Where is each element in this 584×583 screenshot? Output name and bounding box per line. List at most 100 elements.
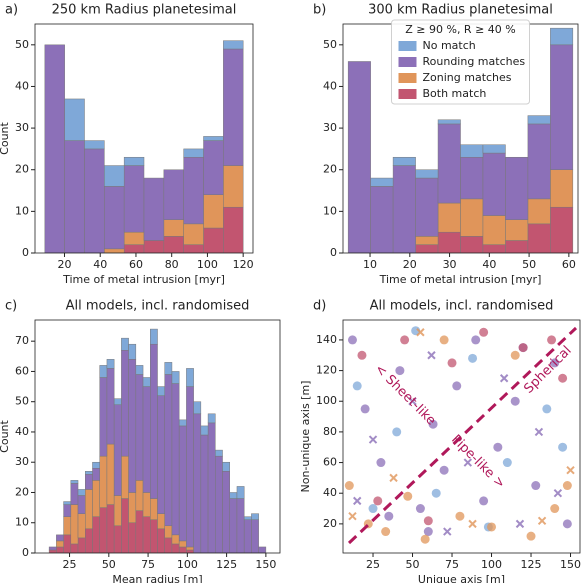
circle-point (455, 511, 465, 521)
bar-segment (99, 377, 108, 457)
circle-point (403, 491, 413, 501)
panel-title: 300 km Radius planetesimal (368, 3, 553, 18)
bar-segment (44, 44, 65, 253)
bar-segment (123, 156, 145, 166)
legend-swatch (398, 89, 417, 99)
plot-area (44, 40, 244, 253)
bar-segment (85, 528, 93, 553)
bar-segment (135, 365, 144, 375)
x-axis-label: Mean radius [m] (112, 573, 202, 583)
bar-segment (70, 483, 79, 505)
circle-point (562, 481, 572, 491)
bar-segment (92, 480, 100, 517)
bar-segment (77, 513, 86, 539)
bar-segment (193, 401, 202, 415)
plot-area (347, 27, 574, 253)
panel-label: c) (5, 299, 17, 314)
bar-segment (178, 425, 187, 542)
bar-segment (106, 359, 115, 369)
circle-point (468, 353, 478, 363)
panel-label: a) (5, 3, 18, 18)
bar-segment (63, 534, 72, 553)
bar-segment (183, 148, 204, 158)
panel-title: 250 km Radius planetesimal (52, 3, 237, 18)
bar-segment (48, 549, 57, 553)
bar-segment (143, 240, 165, 253)
circle-point (518, 343, 528, 353)
circle-point (510, 396, 520, 406)
cross-point (408, 397, 417, 406)
legend-swatch (398, 41, 417, 51)
cross-point (348, 512, 357, 521)
bar-segment (482, 215, 506, 245)
bar-segment (550, 169, 574, 208)
bar-segment (77, 495, 86, 514)
circle-point (428, 419, 438, 429)
y-tick-label: 0 (22, 546, 29, 559)
bar-segment (215, 455, 223, 553)
bar-segment (243, 516, 252, 520)
bar-segment (527, 198, 551, 225)
bar-segment (347, 61, 371, 253)
bar-segment (415, 177, 439, 237)
circle-point (471, 335, 481, 345)
legend-swatch (398, 57, 417, 67)
x-tick-label: 125 (216, 558, 237, 571)
circle-point (550, 358, 560, 368)
bar-segment (215, 449, 223, 457)
bar-segment (128, 359, 137, 493)
bar-segment (236, 498, 245, 553)
bar-segment (63, 504, 72, 517)
circle-point (373, 496, 383, 506)
circle-point (395, 366, 405, 376)
cross-point (368, 435, 378, 444)
y-tick-label: 40 (323, 486, 337, 499)
bar-segment (143, 177, 165, 241)
circle-point (487, 522, 497, 532)
cross-point (515, 519, 525, 529)
circle-point (423, 527, 433, 537)
circle-point (558, 442, 568, 452)
x-tick-label: 150 (560, 558, 581, 571)
y-tick-label: 50 (15, 395, 29, 408)
bar-segment (171, 371, 180, 384)
circle-point (502, 458, 512, 468)
bar-segment (186, 546, 194, 551)
bar-segment (163, 219, 184, 237)
bar-segment (135, 510, 144, 553)
bar-segment (482, 152, 506, 216)
circle-point (452, 381, 462, 391)
x-tick-label: 20 (57, 258, 71, 271)
circle-point (420, 534, 430, 544)
circle-point (493, 442, 503, 452)
cross-point (534, 427, 544, 437)
circle-point (439, 465, 449, 475)
bar-segment (178, 540, 187, 548)
bar-segment (200, 425, 209, 436)
circle-point (547, 335, 557, 345)
bar-segment (550, 206, 574, 253)
x-tick-label: 50 (522, 258, 536, 271)
bar-segment (415, 236, 439, 245)
y-tick-label: 120 (316, 364, 337, 377)
bar-segment (121, 350, 129, 457)
bar-segment (142, 516, 151, 553)
bar-segment (104, 186, 125, 250)
circle-point (479, 327, 489, 337)
bar-segment (113, 525, 122, 553)
legend-title: Z ≥ 90 %, R ≥ 40 % (405, 23, 515, 36)
y-tick-label: 20 (323, 517, 337, 530)
circle-point (400, 335, 410, 345)
y-axis-label: Non-unique axis [m] (299, 381, 312, 493)
y-tick-label: 40 (15, 425, 29, 438)
y-tick-label: 20 (15, 485, 29, 498)
x-tick-label: 75 (141, 558, 155, 571)
x-tick-label: 120 (233, 258, 254, 271)
y-tick-label: 0 (22, 246, 29, 259)
x-tick-label: 30 (443, 258, 457, 271)
bar-segment (128, 343, 137, 360)
bar-segment (178, 546, 187, 553)
bar-segment (113, 398, 122, 405)
y-tick-label: 20 (323, 163, 337, 176)
bar-segment (48, 546, 57, 551)
